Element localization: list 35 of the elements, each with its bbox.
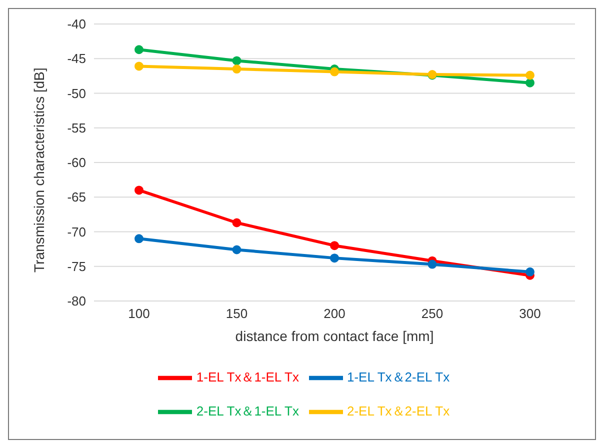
y-tick-label: -65: [67, 190, 86, 205]
legend-label: 1-EL Tx＆2-EL Tx: [347, 369, 450, 384]
point: [526, 70, 534, 80]
point: [232, 64, 242, 74]
y-tick-label: -45: [67, 51, 86, 66]
y-tick-label: -70: [67, 224, 86, 240]
point: [428, 260, 437, 269]
point: [232, 245, 242, 254]
point: [330, 241, 339, 250]
point: [134, 234, 144, 244]
y-tick-label: -40: [67, 16, 86, 32]
point: [330, 254, 339, 263]
point: [134, 45, 144, 54]
point: [134, 186, 144, 195]
x-tick-label: 100: [128, 306, 150, 322]
y-tick-label: -50: [67, 86, 86, 101]
y-tick-label: -60: [67, 155, 86, 170]
x-tick-label: 150: [226, 306, 248, 322]
legend-label: 1-EL Tx＆1-EL Tx: [196, 369, 299, 384]
point: [330, 67, 339, 76]
legend-label: 2-EL Tx＆2-EL Tx: [347, 403, 450, 418]
point: [232, 218, 242, 228]
point: [232, 56, 242, 66]
x-tick-label: 200: [324, 306, 346, 322]
point: [134, 62, 144, 71]
x-tick-label: 250: [421, 306, 444, 322]
legend-label: 2-EL Tx＆1-EL Tx: [196, 403, 299, 418]
point: [526, 267, 534, 276]
y-tick-label: -75: [67, 258, 86, 274]
y-tick-label: -80: [67, 294, 86, 309]
point: [526, 78, 534, 88]
y-axis-title: Transmission characteristics [dB]: [30, 68, 47, 272]
y-tick-label: -55: [67, 120, 86, 136]
x-axis-title: distance from contact face [mm]: [235, 328, 434, 344]
x-tick-label: 300: [519, 306, 541, 322]
